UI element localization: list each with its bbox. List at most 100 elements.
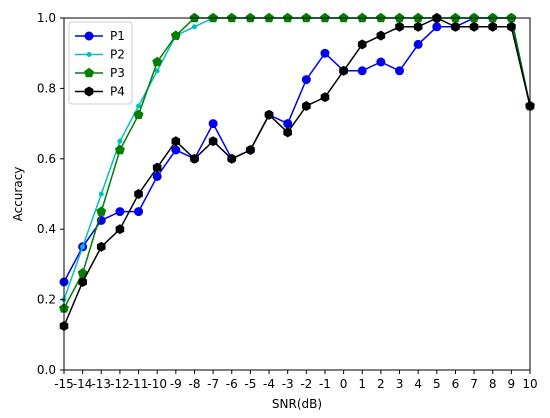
data-point-p4 [246, 145, 255, 155]
x-tick-label: 4 [414, 377, 422, 391]
data-point-p4 [488, 21, 498, 32]
legend-item-p4: P4 [75, 85, 125, 99]
data-point-p4 [395, 21, 404, 32]
data-point-p4 [283, 127, 292, 138]
x-tick-label: -5 [244, 377, 256, 391]
x-tick-label: 9 [508, 377, 516, 391]
legend-label: P4 [110, 85, 125, 99]
x-tick-label: 3 [396, 377, 404, 391]
x-tick-label: -14 [73, 377, 93, 391]
x-tick-label: -12 [110, 377, 130, 391]
data-point-p1 [152, 171, 162, 181]
x-tick-label: 10 [522, 377, 537, 391]
x-tick-label: -2 [300, 377, 312, 391]
x-tick-label: -9 [170, 377, 182, 391]
legend-marker [84, 31, 94, 41]
series-line-p3 [63, 17, 531, 309]
data-point-p2 [98, 191, 104, 197]
x-tick-label: 2 [377, 377, 385, 391]
y-tick-label: 0.6 [37, 152, 56, 166]
data-point-p4 [152, 162, 162, 173]
data-point-p4 [171, 136, 181, 147]
data-point-p1 [376, 57, 386, 67]
y-axis: 0.0 0.2 0.4 0.6 0.8 1.0 [37, 11, 64, 377]
data-point-p1 [413, 39, 423, 49]
legend-label: P1 [110, 29, 125, 43]
y-axis-label: Accuracy [11, 167, 25, 222]
series-line-p4 [63, 17, 531, 327]
data-point-p4 [320, 92, 330, 103]
x-tick-label: 1 [358, 377, 366, 391]
data-point-p3 [96, 206, 107, 216]
data-point-p3 [114, 144, 125, 155]
x-tick-label: -6 [226, 377, 238, 391]
y-tick-label: 1.0 [37, 11, 56, 25]
data-point-p4 [78, 277, 87, 287]
x-tick-label: 0 [340, 377, 348, 391]
x-tick-label: -7 [207, 377, 219, 391]
data-point-p1 [115, 207, 125, 217]
data-point-p4 [507, 21, 516, 32]
data-point-p4 [96, 241, 106, 252]
x-tick-label: -13 [91, 377, 111, 391]
data-point-p4 [376, 30, 386, 41]
legend-marker [84, 67, 94, 78]
data-point-p4 [190, 153, 199, 164]
data-point-p4 [413, 21, 423, 32]
data-point-p4 [339, 65, 348, 76]
series-line-p1 [63, 17, 531, 283]
data-point-p3 [77, 267, 88, 278]
series-line-p2 [63, 17, 531, 300]
data-point-p3 [170, 30, 181, 40]
x-tick-label: 6 [452, 377, 460, 391]
data-point-p4 [227, 153, 237, 164]
legend: P1 P2 P3 P4 [68, 21, 133, 105]
plot-frame [63, 17, 531, 371]
data-point-p2 [136, 103, 142, 109]
y-tick-label: 0.8 [37, 81, 56, 95]
legend-item-p1: P1 [75, 29, 125, 43]
data-point-p1 [283, 119, 293, 129]
data-point-p2 [117, 138, 123, 144]
data-point-p3 [133, 109, 144, 120]
legend-label: P2 [110, 48, 125, 62]
data-point-p2 [80, 244, 86, 250]
legend-marker [86, 52, 92, 57]
data-point-p4 [469, 21, 479, 32]
x-tick-label: 7 [470, 377, 478, 391]
legend-label: P3 [110, 66, 125, 80]
x-tick-label: 8 [489, 377, 497, 391]
x-tick-label: -3 [282, 377, 294, 391]
data-point-p4 [451, 21, 460, 32]
data-point-p1 [301, 75, 311, 85]
data-point-p4 [208, 136, 218, 147]
data-point-p4 [302, 101, 311, 111]
data-point-p4 [134, 189, 143, 199]
data-point-p4 [357, 39, 367, 50]
y-tick-label: 0.2 [37, 293, 56, 307]
legend-marker [84, 86, 94, 97]
legend-item-p3: P3 [75, 66, 125, 80]
legend-item-p2: P2 [75, 48, 125, 62]
data-point-p1 [357, 66, 367, 76]
y-tick-label: 0.4 [37, 222, 56, 236]
y-tick-label: 0.0 [37, 363, 56, 377]
data-point-p1 [208, 119, 218, 129]
data-point-p2 [191, 24, 197, 30]
series-p4 [59, 13, 535, 331]
data-point-p4 [264, 109, 274, 120]
x-tick-label: -11 [129, 377, 149, 391]
data-point-p1 [432, 22, 442, 32]
data-point-p1 [134, 207, 144, 217]
data-point-p2 [154, 68, 160, 74]
x-axis-label: SNR(dB) [272, 397, 322, 411]
data-point-p3 [152, 56, 163, 67]
data-point-p1 [395, 66, 405, 76]
x-tick-label: -15 [54, 377, 74, 391]
x-tick-label: -4 [263, 377, 275, 391]
x-tick-label: 5 [433, 377, 441, 391]
data-point-p4 [115, 224, 125, 235]
legend-box [68, 21, 133, 105]
data-point-p1 [320, 48, 330, 58]
